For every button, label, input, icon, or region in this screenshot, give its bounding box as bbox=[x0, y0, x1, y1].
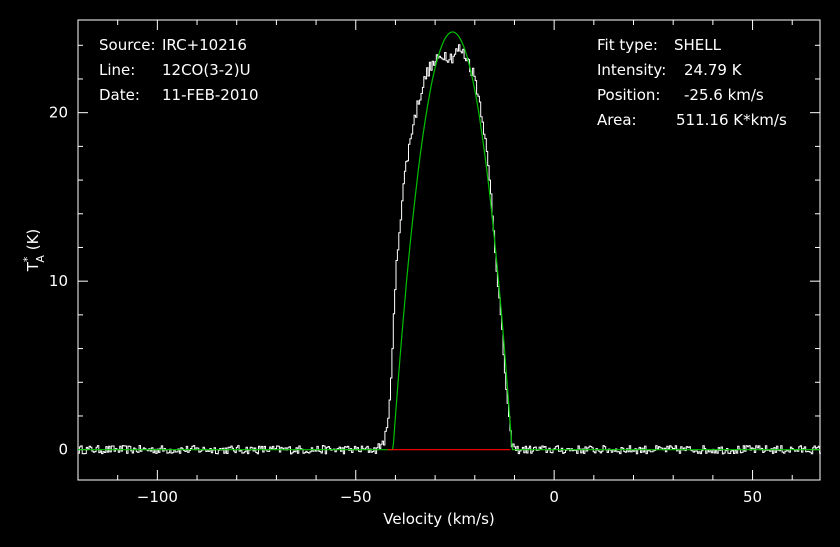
plot-frame bbox=[77, 19, 821, 481]
x-tick-label: −50 bbox=[340, 488, 372, 506]
date-label: Date: bbox=[99, 86, 140, 104]
spectrum-line bbox=[78, 44, 821, 455]
y-axis-label: T*A (K) bbox=[21, 229, 47, 273]
fit-type-value: SHELL bbox=[674, 36, 721, 54]
source-value: IRC+10216 bbox=[162, 36, 247, 54]
y-tick-label: 0 bbox=[58, 441, 68, 459]
position-value: -25.6 km/s bbox=[684, 86, 764, 104]
line-label: Line: bbox=[99, 61, 136, 79]
fit-type-label: Fit type: bbox=[597, 36, 658, 54]
position-label: Position: bbox=[597, 86, 661, 104]
area-label: Area: bbox=[597, 111, 637, 129]
x-axis-label: Velocity (km/s) bbox=[383, 510, 494, 528]
y-tick-label: 20 bbox=[49, 104, 68, 122]
intensity-value: 24.79 K bbox=[684, 61, 742, 79]
x-tick-label: 50 bbox=[743, 488, 762, 506]
x-tick-label: 0 bbox=[549, 488, 559, 506]
date-value: 11-FEB-2010 bbox=[162, 86, 259, 104]
source-label: Source: bbox=[99, 36, 156, 54]
fit-curve bbox=[78, 31, 820, 451]
line-value: 12CO(3-2)U bbox=[162, 61, 251, 79]
y-tick-label: 10 bbox=[49, 272, 68, 290]
area-value: 511.16 K*km/s bbox=[676, 111, 787, 129]
intensity-label: Intensity: bbox=[597, 61, 667, 79]
x-tick-label: −100 bbox=[137, 488, 178, 506]
